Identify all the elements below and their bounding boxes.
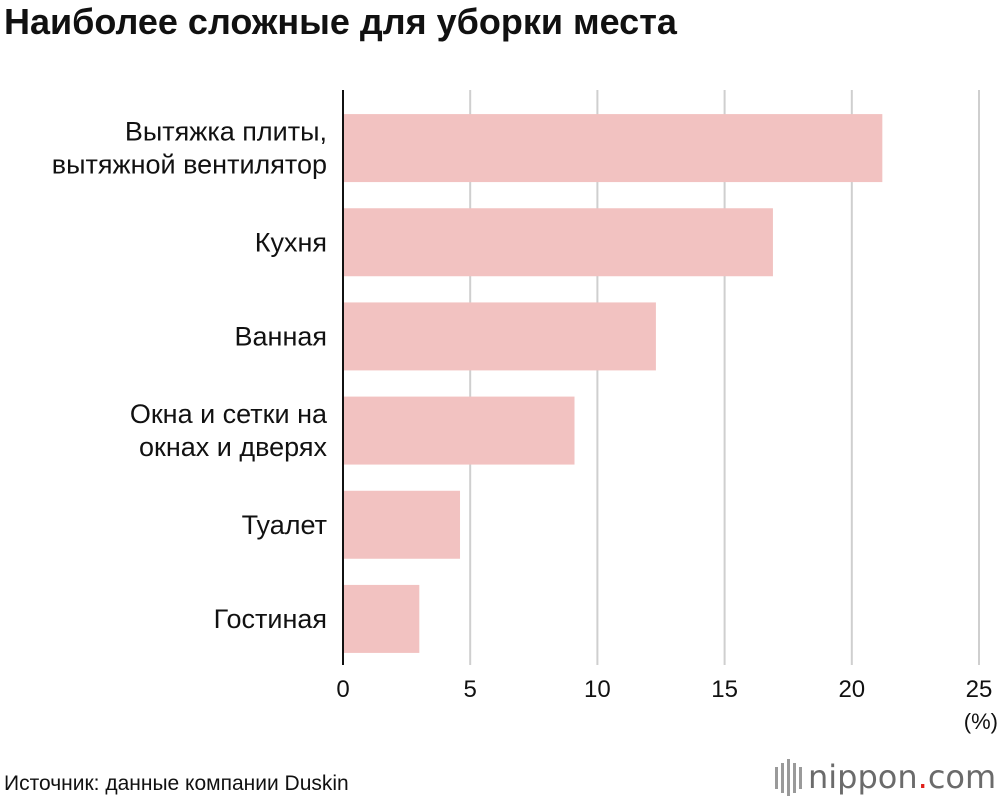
category-labels: Вытяжка плиты, вытяжной вентилятор Кухня Ва… [52, 117, 328, 634]
logo-dot: . [918, 758, 928, 796]
category-label-line: Окна и сетки на [130, 399, 328, 429]
category-label: Ванная [235, 321, 327, 351]
nippon-logo: nippon.com [775, 758, 996, 796]
category-label: Гостиная [214, 604, 327, 634]
bar [343, 114, 883, 183]
gridlines [469, 90, 980, 665]
category-label: Окна и сетки на окнах и дверях [130, 399, 328, 462]
bars [343, 114, 883, 653]
category-label-line: Вытяжка плиты, [125, 117, 327, 147]
bar [343, 584, 420, 653]
category-label-line: окнах и дверях [139, 432, 327, 462]
x-tick-label: 10 [584, 676, 611, 703]
category-label: Кухня [255, 227, 327, 257]
chart-title: Наиболее сложные для уборки места [4, 1, 678, 42]
x-tick-label: 5 [464, 676, 477, 703]
logo-brand: nippon [808, 758, 918, 796]
x-tick-label: 0 [336, 676, 349, 703]
source-note: Источник: данные компании Duskin [4, 772, 349, 795]
bar [343, 490, 461, 559]
category-label-line: вытяжной вентилятор [52, 150, 327, 180]
category-label-line: Туалет [242, 510, 327, 540]
bar [343, 208, 773, 277]
bar [343, 302, 656, 371]
x-tick-label: 15 [711, 676, 738, 703]
x-tick-labels: 0 5 10 15 20 25 [336, 676, 992, 703]
category-label: Туалет [242, 510, 327, 540]
logo-mark-icon [775, 759, 802, 796]
category-label-line: Ванная [235, 321, 327, 351]
logo-text: nippon.com [808, 758, 996, 796]
unit-label: (%) [964, 709, 998, 734]
x-tick-label: 25 [966, 676, 993, 703]
category-label-line: Кухня [255, 227, 327, 257]
bar [343, 396, 575, 465]
x-tick-label: 20 [838, 676, 865, 703]
category-label: Вытяжка плиты, вытяжной вентилятор [52, 117, 327, 180]
logo-suffix: com [928, 758, 996, 796]
category-label-line: Гостиная [214, 604, 327, 634]
